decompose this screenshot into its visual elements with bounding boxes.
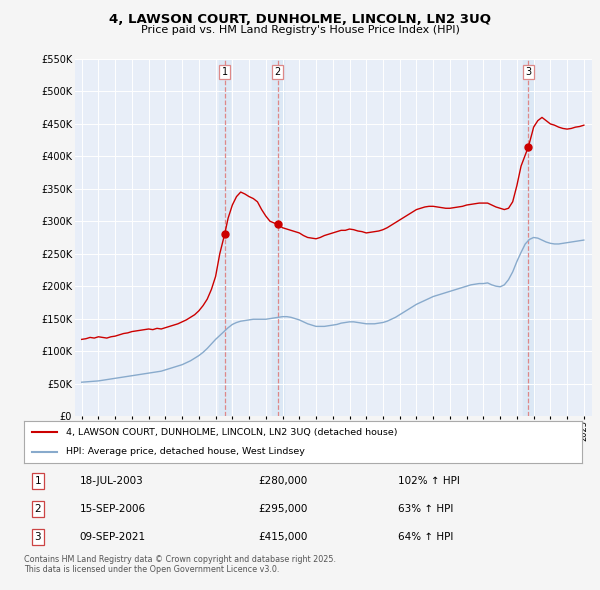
Text: 15-SEP-2006: 15-SEP-2006 (80, 504, 146, 514)
Text: 2: 2 (275, 67, 281, 77)
Text: £280,000: £280,000 (259, 476, 308, 486)
Text: 3: 3 (526, 67, 532, 77)
Text: 63% ↑ HPI: 63% ↑ HPI (398, 504, 453, 514)
Text: 2: 2 (35, 504, 41, 514)
Text: 1: 1 (35, 476, 41, 486)
Text: 09-SEP-2021: 09-SEP-2021 (80, 532, 146, 542)
Text: 64% ↑ HPI: 64% ↑ HPI (398, 532, 453, 542)
Text: Price paid vs. HM Land Registry's House Price Index (HPI): Price paid vs. HM Land Registry's House … (140, 25, 460, 35)
Text: 18-JUL-2003: 18-JUL-2003 (80, 476, 143, 486)
Text: Contains HM Land Registry data © Crown copyright and database right 2025.
This d: Contains HM Land Registry data © Crown c… (24, 555, 336, 574)
Text: £415,000: £415,000 (259, 532, 308, 542)
Bar (523, 59, 534, 416)
Bar (272, 59, 284, 416)
Text: 3: 3 (35, 532, 41, 542)
Text: 102% ↑ HPI: 102% ↑ HPI (398, 476, 460, 486)
Text: 1: 1 (221, 67, 227, 77)
Text: 4, LAWSON COURT, DUNHOLME, LINCOLN, LN2 3UQ: 4, LAWSON COURT, DUNHOLME, LINCOLN, LN2 … (109, 13, 491, 26)
Text: £295,000: £295,000 (259, 504, 308, 514)
Bar (219, 59, 230, 416)
Text: 4, LAWSON COURT, DUNHOLME, LINCOLN, LN2 3UQ (detached house): 4, LAWSON COURT, DUNHOLME, LINCOLN, LN2 … (66, 428, 397, 437)
Text: HPI: Average price, detached house, West Lindsey: HPI: Average price, detached house, West… (66, 447, 305, 456)
